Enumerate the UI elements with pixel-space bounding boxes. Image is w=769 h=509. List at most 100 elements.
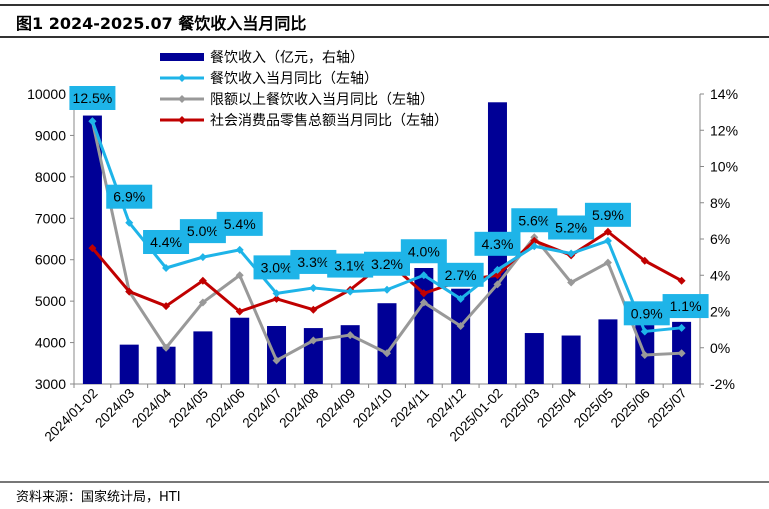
data-label: 0.9% [623,301,670,326]
x-tick-label: 2024/03 [92,386,137,431]
x-tick-label: 2024/11 [388,386,432,430]
data-label: 1.1% [662,294,709,319]
left-tick-label: 6000 [35,252,66,268]
x-tick-label: 2024/01-02 [42,386,101,445]
title-rule [0,36,769,38]
figure-title: 图1 2024-2025.07 餐饮收入当月同比 [16,14,307,33]
legend-swatch-bar [160,53,204,61]
svg-text:5.4%: 5.4% [224,216,256,232]
data-marker [419,298,428,307]
left-tick-label: 9000 [35,127,66,143]
data-marker [272,294,281,303]
data-label: 4.0% [400,239,447,264]
data-label: 6.9% [106,184,153,209]
bar [598,319,618,384]
data-marker [198,276,207,285]
bar [119,344,139,384]
data-marker [346,331,355,340]
data-marker [640,351,649,359]
data-marker [235,271,244,280]
x-tick-label: 2024/08 [276,386,321,431]
data-marker [603,258,612,267]
source-note: 资料来源：国家统计局，HTI [16,490,181,505]
x-tick-label: 2024/07 [240,386,285,431]
bar [303,328,323,384]
data-label: 2.7% [437,262,484,287]
data-marker [346,287,355,296]
data-marker [640,256,649,265]
svg-text:5.6%: 5.6% [518,212,550,228]
bar [340,325,360,384]
left-tick-label: 3000 [35,376,66,392]
x-tick-label: 2024/04 [129,385,174,430]
data-marker [603,227,612,236]
right-tick-label: 6% [710,231,730,247]
right-tick-label: 2% [710,304,730,320]
data-marker [567,278,576,287]
right-tick-label: -2% [710,376,735,392]
bar [267,326,287,384]
data-marker [677,276,686,285]
svg-text:0.9%: 0.9% [631,305,663,321]
data-marker [383,349,391,358]
bar [524,333,544,384]
left-tick-label: 8000 [35,169,66,185]
data-marker [235,245,244,254]
x-tick-label: 2024/09 [313,386,358,431]
chart: 3000 4000 5000 6000 7000 8000 9000 10000 -2% 0% 2%… [27,50,738,445]
svg-text:3.3%: 3.3% [297,254,329,270]
bar [377,303,397,384]
data-marker [640,327,649,336]
bar [451,288,471,384]
data-marker [162,302,171,311]
data-marker [530,242,539,251]
data-marker [567,249,576,258]
svg-text:3.0%: 3.0% [261,259,293,275]
x-tick-label: 2025/05 [571,386,616,431]
data-marker [162,264,171,272]
svg-text:3.2%: 3.2% [371,256,403,272]
x-tick-label: 2024/10 [350,386,395,431]
bar [230,317,250,384]
data-marker [272,289,281,298]
svg-text:12.5%: 12.5% [73,90,113,106]
data-marker [493,280,502,289]
right-tick-label: 8% [710,195,730,211]
data-label: 4.3% [474,231,521,256]
data-marker [677,349,686,358]
left-tick-label: 7000 [35,210,66,226]
data-label: 5.4% [216,211,263,236]
svg-text:4.0%: 4.0% [408,243,440,259]
right-tick-label: 0% [710,340,730,356]
data-marker [125,287,134,296]
data-marker [88,244,97,253]
right-tick-label: 14% [710,86,738,102]
legend: 餐饮收入（亿元，右轴） 餐饮收入当月同比（左轴） 限额以上餐饮收入当月同比（左轴） 社… [160,50,448,129]
left-tick-label: 10000 [27,86,66,102]
data-marker [198,253,207,262]
data-marker [419,289,428,298]
x-tick-label: 2024/05 [166,386,211,431]
data-marker [125,218,134,227]
svg-text:4.3%: 4.3% [482,236,514,252]
data-label: 5.9% [584,202,631,227]
data-marker [493,265,502,274]
data-marker [88,117,97,126]
x-tick-label: 2025/03 [497,386,542,431]
bar [156,346,176,384]
svg-text:5.0%: 5.0% [187,223,219,239]
svg-text:1.1%: 1.1% [670,298,702,314]
x-tick-label: 2025/06 [608,386,653,431]
legend-label: 限额以上餐饮收入当月同比（左轴） [210,92,434,108]
bottom-rule [0,481,769,483]
svg-text:5.9%: 5.9% [592,207,624,223]
svg-text:2.7%: 2.7% [445,267,477,283]
data-marker [272,356,281,365]
x-tick-label: 2025/04 [534,385,579,430]
svg-text:4.4%: 4.4% [150,234,182,250]
data-marker [309,283,318,292]
legend-label: 餐饮收入当月同比（左轴） [210,71,378,87]
svg-text:5.2%: 5.2% [555,220,587,236]
svg-text:6.9%: 6.9% [113,189,145,205]
x-tick-label: 2024/06 [203,386,248,431]
